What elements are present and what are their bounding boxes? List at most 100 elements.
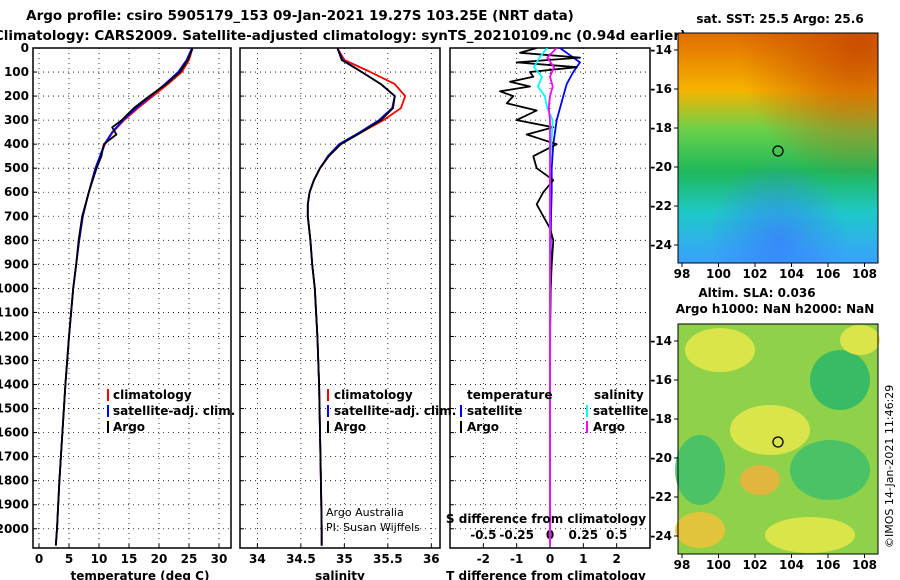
depth-tick-label: 800 bbox=[4, 233, 29, 247]
temperature-x-label: temperature (deg C) bbox=[71, 569, 210, 580]
depth-tick-label: 1000 bbox=[0, 281, 29, 295]
map-lon-label: 100 bbox=[706, 267, 731, 281]
salinity-panel-frame bbox=[239, 47, 441, 549]
depth-tick-label: 1300 bbox=[0, 354, 29, 368]
depth-tick-label: 900 bbox=[4, 257, 29, 271]
legend-salinity-header: salinity bbox=[594, 388, 644, 402]
map-blob bbox=[730, 405, 810, 455]
series-line-argo-temperature- bbox=[499, 48, 581, 546]
depth-tick-label: 1100 bbox=[0, 305, 29, 319]
x-tick-label: 10 bbox=[91, 552, 108, 566]
difference-legend: temperature salinity satellite Argo sate… bbox=[446, 388, 648, 526]
temperature-grid bbox=[33, 47, 231, 548]
x-tick-label: 36 bbox=[423, 552, 440, 566]
series-line-argo bbox=[54, 48, 194, 546]
salinity-grid bbox=[240, 47, 440, 548]
map-lon-label: 106 bbox=[815, 558, 840, 572]
x-tick-label: 35 bbox=[336, 552, 353, 566]
depth-tick-label: 500 bbox=[4, 161, 29, 175]
secondary-tick-label: -0.25 bbox=[499, 528, 534, 542]
map-lat-label: -20 bbox=[650, 160, 672, 174]
x-tick-label: 34 bbox=[249, 552, 266, 566]
x-tick-label: 20 bbox=[151, 552, 168, 566]
map-blob bbox=[675, 512, 725, 548]
series-line-satellite-adj-clim- bbox=[54, 48, 193, 546]
map-lat-label: -22 bbox=[650, 199, 672, 213]
secondary-tick-label: 0.25 bbox=[569, 528, 599, 542]
salinity-series bbox=[306, 48, 407, 546]
temperature-series bbox=[54, 48, 194, 546]
legend-label-argo: Argo bbox=[113, 420, 145, 434]
map-lon-label: 104 bbox=[779, 267, 804, 281]
legend-label-climatology: climatology bbox=[334, 388, 413, 402]
legend-label-temp-argo: Argo bbox=[467, 420, 499, 434]
x-tick-label: 25 bbox=[181, 552, 198, 566]
map-lon-label: 108 bbox=[852, 558, 877, 572]
x-tick-label: 30 bbox=[211, 552, 228, 566]
height-map-title: Argo h1000: NaN h2000: NaN bbox=[676, 302, 875, 316]
height-map: Argo h1000: NaN h2000: NaN bbox=[675, 302, 880, 555]
depth-tick-label: 0 bbox=[21, 41, 29, 55]
sst-map: sat. SST: 25.5 Argo: 25.6 Altim. SLA: 0.… bbox=[677, 12, 879, 300]
x-tick-label: 34.5 bbox=[286, 552, 316, 566]
map-lat-label: -14 bbox=[650, 43, 672, 57]
sst-map-cool-patch bbox=[678, 33, 878, 263]
map-blob bbox=[810, 350, 870, 410]
x-tick-label: 2 bbox=[612, 552, 620, 566]
series-line-argo bbox=[306, 48, 396, 546]
sst-map-frame bbox=[677, 32, 879, 264]
map-lon-label: 100 bbox=[706, 558, 731, 572]
x-tick-label: 0 bbox=[546, 552, 554, 566]
legend-label-temp-satellite: satellite bbox=[467, 404, 522, 418]
legend-temperature-header: temperature bbox=[467, 388, 552, 402]
depth-axis: 0 100 200 300 400 500 600 700 800 900 1000 1100 1200… bbox=[0, 41, 29, 536]
argo-position-marker bbox=[772, 145, 784, 157]
depth-tick-label: 1600 bbox=[0, 426, 29, 440]
map-axes: -14 -16 -18 -20 -22 -24 98 100 102 104 106 108 -14 -1… bbox=[650, 43, 877, 572]
depth-tick-label: 100 bbox=[4, 65, 29, 79]
x-tick-label: -2 bbox=[477, 552, 490, 566]
depth-tick-label: 1500 bbox=[0, 402, 29, 416]
depth-tick-label: 600 bbox=[4, 185, 29, 199]
temperature-panel-frame bbox=[32, 47, 232, 549]
difference-x-label: T difference from climatology bbox=[446, 569, 646, 580]
x-tick-label: 5 bbox=[65, 552, 73, 566]
map-lat-label: -14 bbox=[650, 334, 672, 348]
depth-tick-label: 1400 bbox=[0, 378, 29, 392]
map-blob bbox=[765, 517, 855, 553]
secondary-x-label: S difference from climatology bbox=[446, 512, 646, 526]
legend-label-sal-argo: Argo bbox=[593, 420, 625, 434]
temperature-legend: climatology satellite-adj. clim. Argo bbox=[107, 388, 235, 434]
legend-label-satellite: satellite-adj. clim. bbox=[334, 404, 456, 418]
map-lat-label: -18 bbox=[650, 412, 672, 426]
map-lon-label: 98 bbox=[674, 267, 691, 281]
credit-line-2: PI: Susan Wijffels bbox=[326, 521, 420, 534]
map-blob bbox=[740, 465, 780, 495]
height-map-blobs bbox=[675, 325, 880, 553]
salinity-legend: climatology satellite-adj. clim. Argo Ar… bbox=[326, 388, 456, 534]
depth-tick-label: 200 bbox=[4, 89, 29, 103]
series-line-climatology bbox=[306, 48, 407, 546]
depth-tick-label: 1200 bbox=[0, 329, 29, 343]
map-lat-label: -20 bbox=[650, 451, 672, 465]
x-tick-label: 1 bbox=[579, 552, 587, 566]
map-lat-label: -18 bbox=[650, 121, 672, 135]
map-lon-label: 102 bbox=[742, 267, 767, 281]
map-lon-label: 106 bbox=[815, 267, 840, 281]
title-line-2: Climatology: CARS2009. Satellite-adjuste… bbox=[0, 28, 686, 44]
map-blob bbox=[685, 328, 755, 372]
map-lon-label: 98 bbox=[674, 558, 691, 572]
map-blob bbox=[840, 325, 880, 355]
sst-map-title: sat. SST: 25.5 Argo: 25.6 bbox=[696, 12, 863, 26]
depth-tick-label: 400 bbox=[4, 137, 29, 151]
depth-tick-label: 300 bbox=[4, 113, 29, 127]
depth-tick-label: 2000 bbox=[0, 522, 29, 536]
map-lon-label: 108 bbox=[852, 267, 877, 281]
map-lon-label: 102 bbox=[742, 558, 767, 572]
map-blob bbox=[790, 440, 870, 500]
series-line-argo-salinity- bbox=[546, 48, 558, 546]
salinity-x-label: salinity bbox=[315, 569, 365, 580]
x-tick-label: -1 bbox=[510, 552, 523, 566]
x-tick-label: 15 bbox=[121, 552, 138, 566]
